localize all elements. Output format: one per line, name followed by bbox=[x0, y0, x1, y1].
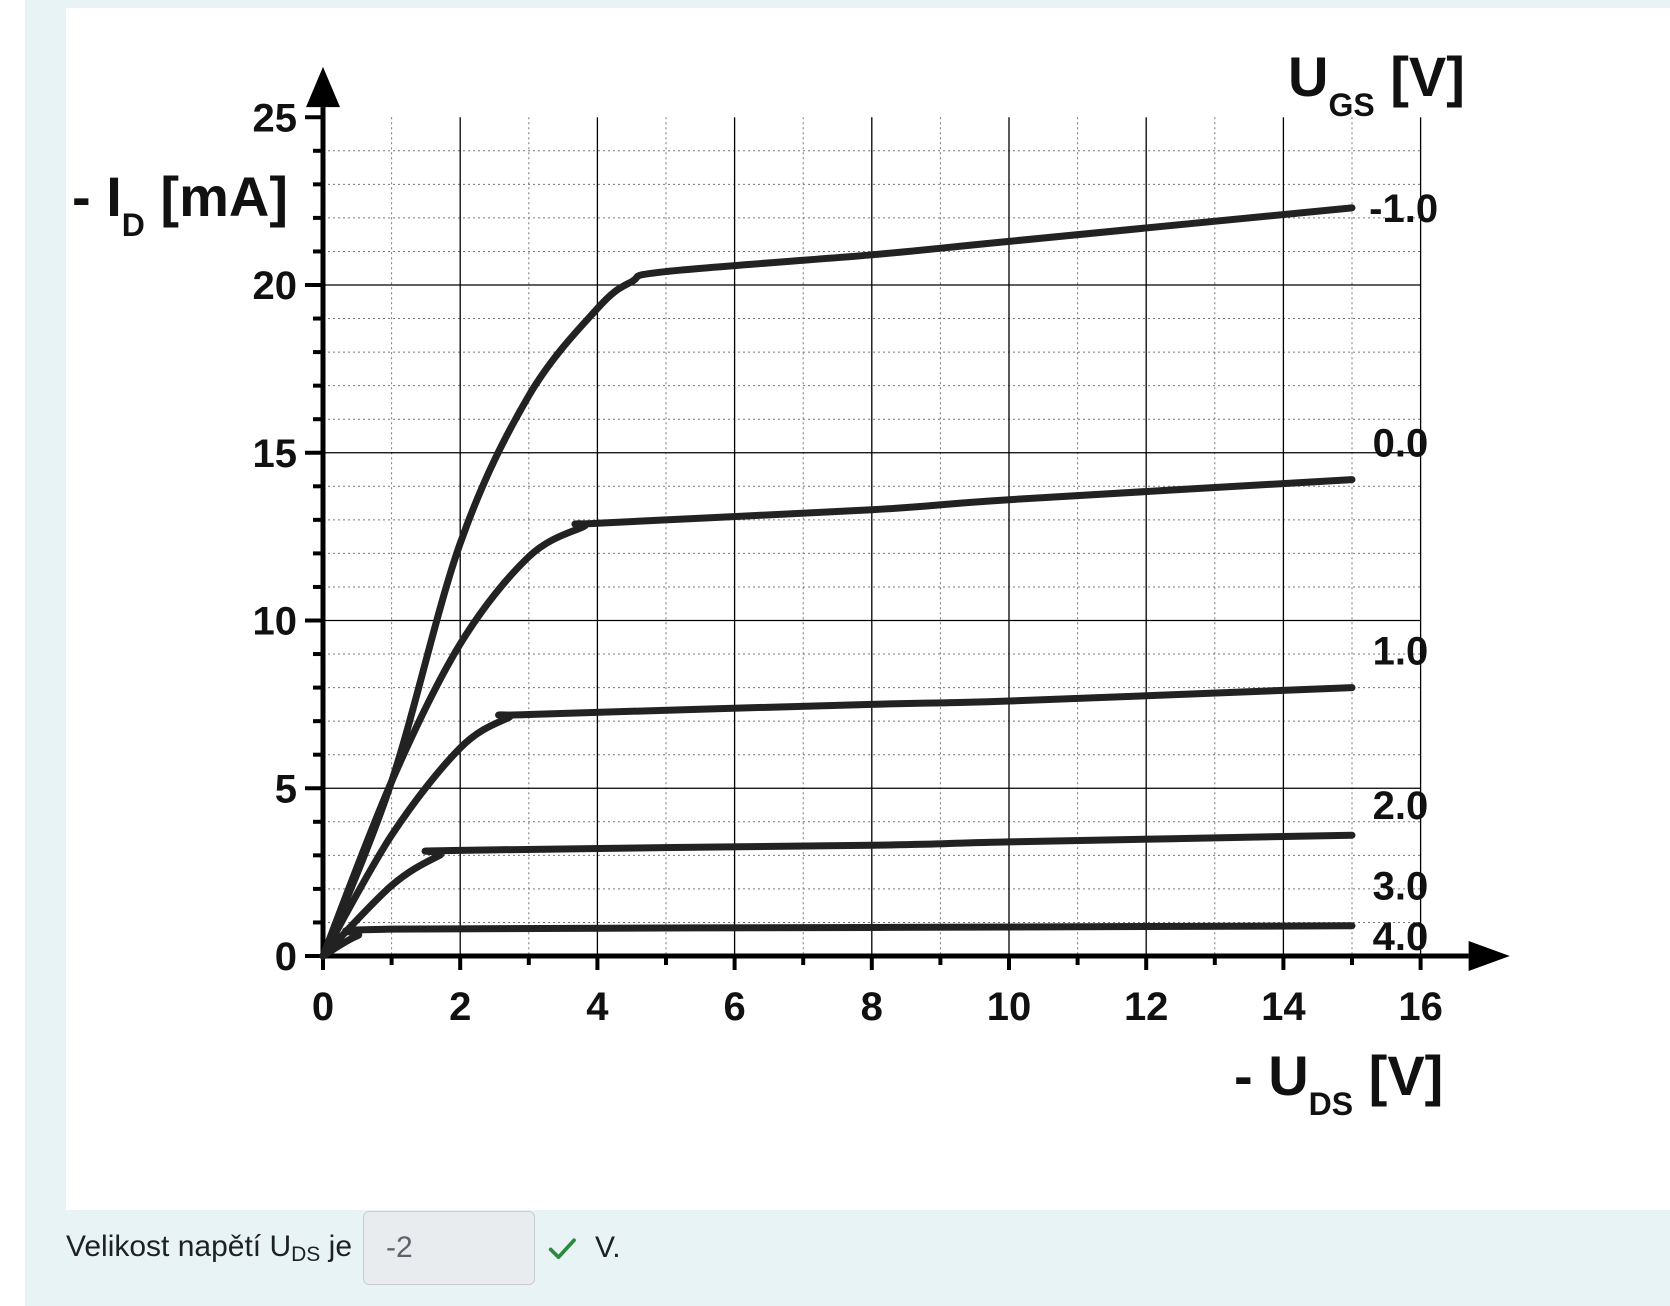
answer-row: Velikost napětí UDS je V. bbox=[66, 1210, 621, 1286]
answer-input[interactable] bbox=[363, 1211, 536, 1285]
answer-label: Velikost napětí UDS je bbox=[66, 1230, 352, 1267]
series-label: 3.0 bbox=[1373, 865, 1429, 909]
answer-label-main: Velikost napětí U bbox=[66, 1229, 292, 1263]
y-tick-label: 20 bbox=[253, 264, 298, 308]
y-tick-label: 0 bbox=[275, 935, 297, 979]
chart-figure: 0 2 4 6 8 10 12 14 16 0 5 10 15 20 25 - ID [mA] - UDS [V… bbox=[66, 8, 1670, 1210]
answer-label-tail: je bbox=[320, 1229, 353, 1263]
ids-uds-chart: 0 2 4 6 8 10 12 14 16 0 5 10 15 20 25 - ID [mA] - UDS [V… bbox=[72, 45, 1510, 1122]
series-line-1.0 bbox=[319, 684, 1356, 960]
series-label: 0.0 bbox=[1373, 422, 1429, 466]
x-tick-label: 10 bbox=[987, 985, 1032, 1029]
x-tick-label: 16 bbox=[1398, 985, 1443, 1029]
unit-label: V. bbox=[595, 1231, 621, 1264]
y-axis-arrow bbox=[306, 66, 340, 108]
y-tick-label: 15 bbox=[253, 432, 298, 476]
series-line-3.0 bbox=[319, 922, 1356, 960]
x-tick-label: 8 bbox=[861, 985, 883, 1029]
series-label: 4.0 bbox=[1373, 915, 1429, 959]
series-label: 1.0 bbox=[1373, 630, 1429, 674]
series-line--1.0 bbox=[319, 204, 1356, 960]
x-tick-label: 6 bbox=[723, 985, 745, 1029]
x-tick-label: 2 bbox=[449, 985, 471, 1029]
y-tick-label: 5 bbox=[275, 767, 297, 811]
y-axis-title: - ID [mA] bbox=[72, 165, 288, 243]
x-tick-label: 12 bbox=[1124, 985, 1169, 1029]
series-line-2.0 bbox=[319, 831, 1356, 960]
y-tick-label: 25 bbox=[253, 96, 298, 140]
x-axis-title: - UDS [V] bbox=[1234, 1044, 1443, 1122]
x-tick-label: 4 bbox=[586, 985, 609, 1029]
series-line-0.0 bbox=[319, 476, 1356, 960]
legend-title: UGS [V] bbox=[1288, 45, 1465, 123]
x-axis-arrow bbox=[1468, 941, 1510, 971]
x-tick-label: 14 bbox=[1261, 985, 1306, 1029]
check-icon bbox=[548, 1238, 576, 1260]
x-tick-label: 0 bbox=[312, 985, 334, 1029]
answer-label-sub: DS bbox=[291, 1242, 321, 1266]
series-label: -1.0 bbox=[1369, 187, 1438, 231]
series-label: 2.0 bbox=[1373, 784, 1429, 828]
y-tick-label: 10 bbox=[253, 600, 298, 644]
